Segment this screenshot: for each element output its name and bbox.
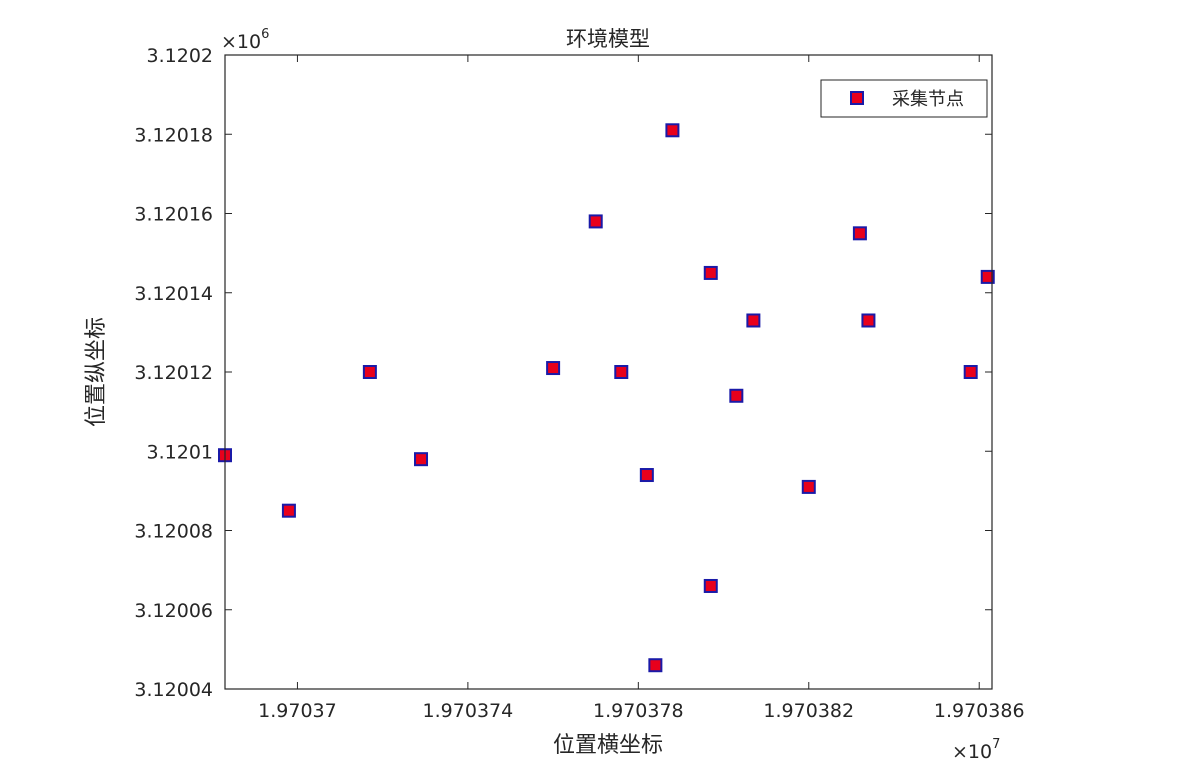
y-tick-label: 3.1202 bbox=[147, 45, 213, 67]
x-tick-label: 1.970374 bbox=[423, 700, 514, 722]
x-multiplier-exponent: 7 bbox=[992, 737, 1000, 752]
legend: 采集节点 bbox=[820, 79, 988, 118]
data-point bbox=[414, 452, 429, 467]
data-point bbox=[588, 214, 603, 229]
data-point bbox=[861, 313, 876, 328]
data-point bbox=[703, 578, 718, 593]
data-point bbox=[801, 479, 816, 494]
y-tick-label: 3.12008 bbox=[134, 521, 213, 543]
data-point bbox=[746, 313, 761, 328]
legend-marker bbox=[850, 91, 864, 105]
data-point bbox=[639, 468, 654, 483]
y-tick-label: 3.12006 bbox=[134, 600, 213, 622]
y-tick-label: 3.1201 bbox=[147, 441, 213, 463]
y-axis-label: 位置纵坐标 bbox=[84, 317, 109, 427]
x-tick-label: 1.970378 bbox=[593, 700, 684, 722]
data-point bbox=[614, 365, 629, 379]
x-axis-label: 位置横坐标 bbox=[553, 733, 663, 758]
y-multiplier: ×106 bbox=[221, 27, 269, 53]
x-tick-label: 1.97037 bbox=[258, 700, 337, 722]
y-tick-label: 3.12016 bbox=[134, 204, 213, 226]
data-point bbox=[980, 269, 995, 284]
data-point bbox=[362, 365, 377, 379]
y-tick-label: 3.12014 bbox=[134, 283, 213, 305]
points-layer bbox=[218, 123, 995, 673]
data-point bbox=[729, 388, 744, 403]
legend-box bbox=[820, 79, 988, 118]
data-point bbox=[648, 658, 663, 673]
x-tick-label: 1.970382 bbox=[763, 700, 854, 722]
y-tick-label: 3.12004 bbox=[134, 679, 213, 701]
data-point bbox=[546, 361, 561, 376]
data-point bbox=[963, 365, 978, 379]
x-tick-label: 1.970386 bbox=[934, 700, 1025, 722]
x-multiplier-base: ×10 bbox=[952, 741, 992, 763]
data-point bbox=[281, 503, 296, 518]
data-point bbox=[665, 123, 680, 138]
y-multiplier-exponent: 6 bbox=[261, 27, 269, 42]
data-point bbox=[852, 226, 867, 241]
y-tick-label: 3.12012 bbox=[134, 362, 213, 384]
y-multiplier-base: ×10 bbox=[221, 31, 261, 53]
chart-title: 环境模型 bbox=[566, 27, 650, 51]
ticks-layer: 1.97037 1.970374 1.970378 1.970382 1.970386 3… bbox=[134, 45, 1024, 722]
legend-label: 采集节点 bbox=[892, 89, 964, 110]
data-point bbox=[703, 265, 718, 280]
plot-area-frame bbox=[224, 54, 993, 690]
y-tick-label: 3.12018 bbox=[134, 124, 213, 146]
x-multiplier: ×107 bbox=[952, 737, 1000, 763]
